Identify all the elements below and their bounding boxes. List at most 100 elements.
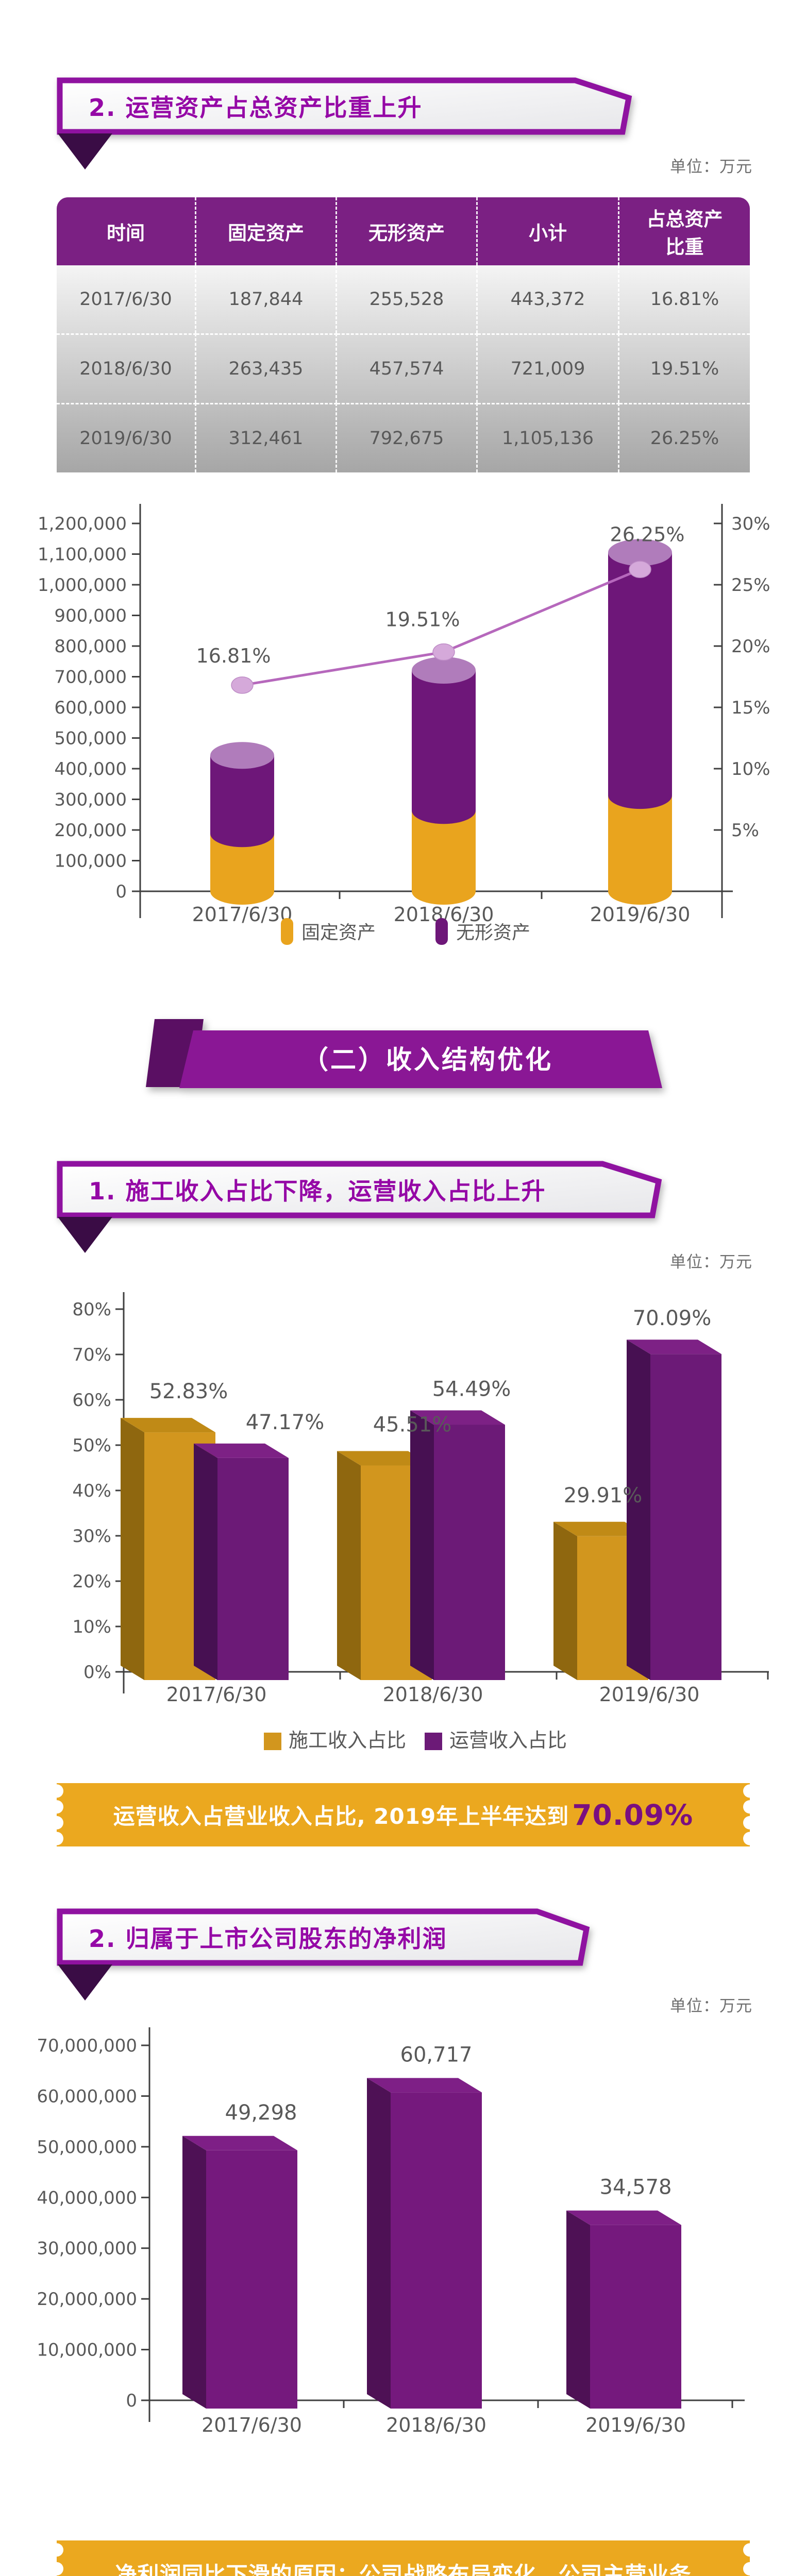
- unit-label: 单位：万元: [670, 1253, 752, 1272]
- svg-text:2018/6/30: 2018/6/30: [386, 2414, 486, 2436]
- svg-text:200,000: 200,000: [54, 820, 127, 841]
- banner-shape: [57, 77, 632, 135]
- svg-text:10%: 10%: [731, 759, 770, 779]
- legend-item: 无形资产: [435, 918, 530, 945]
- section-ribbon: [146, 1019, 662, 1088]
- stacked-cylinder-bars: [210, 539, 672, 905]
- callout-ribbon-shape: [57, 2540, 750, 2576]
- table-cell: 792,675: [337, 403, 478, 472]
- unit-label: 单位：万元: [670, 158, 752, 176]
- banner-fold: [58, 1964, 112, 2001]
- svg-text:20%: 20%: [731, 636, 770, 657]
- table-header-cell: 占总资产 比重: [619, 197, 750, 265]
- section-banner-net-profit: 2. 归属于上市公司股东的净利润: [57, 1908, 606, 1966]
- svg-text:50%: 50%: [72, 1435, 111, 1456]
- scallop-notches: [57, 1784, 750, 1845]
- svg-text:70,000,000: 70,000,000: [37, 2036, 137, 2056]
- table-cell: 443,372: [478, 265, 619, 333]
- table-cell: 1,105,136: [478, 403, 619, 472]
- table-cell: 16.81%: [650, 289, 719, 310]
- assets-table-header: 时间 固定资产 无形资产 小计 占总资产 比重: [57, 197, 750, 265]
- assets-chart: 0 100,000 200,000 300,000 400,000 500,000 600,…: [38, 504, 770, 945]
- svg-text:0: 0: [126, 2391, 137, 2411]
- svg-text:70.09%: 70.09%: [633, 1307, 712, 1330]
- bar-group: [566, 2210, 681, 2409]
- svg-text:2017/6/30: 2017/6/30: [202, 2414, 302, 2436]
- svg-text:30%: 30%: [72, 1526, 111, 1547]
- svg-text:60,000,000: 60,000,000: [37, 2086, 137, 2107]
- banner-fold: [58, 1217, 112, 1253]
- table-row: 2019/6/30 312,461 792,675 1,105,136 26.25%: [57, 403, 750, 472]
- svg-text:0%: 0%: [83, 1662, 111, 1683]
- svg-text:16.81%: 16.81%: [196, 645, 271, 667]
- svg-text:60%: 60%: [72, 1390, 111, 1411]
- svg-text:50,000,000: 50,000,000: [37, 2137, 137, 2158]
- banner-title: 2. 归属于上市公司股东的净利润: [89, 1925, 447, 1953]
- banner-title: 1. 施工收入占比下降，运营收入占比上升: [89, 1177, 546, 1205]
- legend-item: 固定资产: [281, 918, 376, 945]
- svg-text:30%: 30%: [731, 514, 770, 534]
- section-banner-revenue-share: 1. 施工收入占比下降，运营收入占比上升: [57, 1161, 680, 1218]
- bar-group: [337, 1410, 505, 1680]
- svg-text:70%: 70%: [72, 1345, 111, 1365]
- bar-group: [367, 2078, 482, 2409]
- callout-line1: 净利润同比下滑的原因：公司战略布局变化，公司主营业务: [115, 2562, 692, 2576]
- svg-text:2019/6/30: 2019/6/30: [599, 1683, 700, 1706]
- svg-text:700,000: 700,000: [54, 667, 127, 688]
- table-row: 2018/6/30 263,435 457,574 721,009 19.51%: [57, 333, 750, 403]
- svg-text:40,000,000: 40,000,000: [37, 2188, 137, 2208]
- svg-text:800,000: 800,000: [54, 636, 127, 657]
- section-ribbon-title: （二）收入结构优化: [303, 1045, 553, 1075]
- banner-shape: [57, 1908, 590, 1966]
- table-cell: 457,574: [337, 333, 478, 403]
- revenue-callout: 运营收入占营业收入占比, 2019年上半年达到 70.09%: [57, 1783, 750, 1846]
- svg-text:300,000: 300,000: [54, 790, 127, 810]
- svg-text:49,298: 49,298: [225, 2101, 297, 2125]
- assets-table: 时间 固定资产 无形资产 小计 占总资产 比重 2017/6/30 187,844 255,…: [57, 197, 750, 472]
- assets-table-body: 2017/6/30 187,844 255,528 443,372 16.81% 2018…: [57, 265, 750, 472]
- callout-prefix: 运营收入占营业收入占比, 2019年上半年达到: [113, 1804, 569, 1829]
- table-cell: 2017/6/30: [57, 265, 196, 333]
- table-cell: 2019/6/30: [57, 403, 196, 472]
- callout-ribbon-shape: [57, 1783, 750, 1846]
- svg-text:25%: 25%: [731, 575, 770, 596]
- svg-text:54.49%: 54.49%: [432, 1377, 511, 1401]
- svg-text:30,000,000: 30,000,000: [37, 2239, 137, 2259]
- svg-text:运营收入占比: 运营收入占比: [449, 1729, 567, 1752]
- bar-group: [553, 1340, 721, 1680]
- svg-text:34,578: 34,578: [600, 2176, 672, 2199]
- svg-text:100,000: 100,000: [54, 851, 127, 872]
- svg-text:施工收入占比: 施工收入占比: [289, 1729, 406, 1752]
- svg-text:26.25%: 26.25%: [610, 523, 685, 546]
- svg-text:无形资产: 无形资产: [456, 922, 530, 943]
- svg-text:5%: 5%: [731, 820, 759, 841]
- scallop-notches: [57, 2543, 750, 2575]
- svg-text:1,100,000: 1,100,000: [38, 545, 127, 565]
- legend-item: 施工收入占比: [264, 1729, 406, 1752]
- table-cell: 255,528: [337, 265, 478, 333]
- svg-text:60,717: 60,717: [400, 2043, 473, 2066]
- banner-shape: [57, 1161, 662, 1218]
- svg-text:47.17%: 47.17%: [246, 1411, 325, 1434]
- net-profit-callout: 净利润同比下滑的原因：公司战略布局变化，公司主营业务 收入结构调整，由环境产业建…: [57, 2540, 750, 2576]
- svg-text:900,000: 900,000: [54, 606, 127, 626]
- table-cell: 263,435: [196, 333, 337, 403]
- svg-text:40%: 40%: [72, 1481, 111, 1501]
- svg-text:2019/6/30: 2019/6/30: [585, 2414, 686, 2436]
- table-header-cell: 固定资产: [196, 197, 337, 265]
- banner-fold: [58, 133, 112, 170]
- section-banner-assets: 2. 运营资产占总资产比重上升: [57, 77, 649, 135]
- net-profit-chart: 0 10,000,000 20,000,000 30,000,000 40,000,00…: [37, 2027, 745, 2436]
- svg-text:0: 0: [115, 882, 127, 902]
- table-cell: 26.25%: [619, 403, 750, 472]
- svg-text:2018/6/30: 2018/6/30: [383, 1683, 483, 1706]
- svg-text:10%: 10%: [72, 1617, 111, 1637]
- table-cell: 312,461: [196, 403, 337, 472]
- table-cell: 187,844: [196, 265, 337, 333]
- svg-text:2019/6/30: 2019/6/30: [590, 903, 691, 926]
- svg-text:20,000,000: 20,000,000: [37, 2289, 137, 2310]
- svg-text:10,000,000: 10,000,000: [37, 2340, 137, 2361]
- svg-text:400,000: 400,000: [54, 759, 127, 779]
- table-header-cell: 时间: [57, 197, 196, 265]
- table-cell: 721,009: [478, 333, 619, 403]
